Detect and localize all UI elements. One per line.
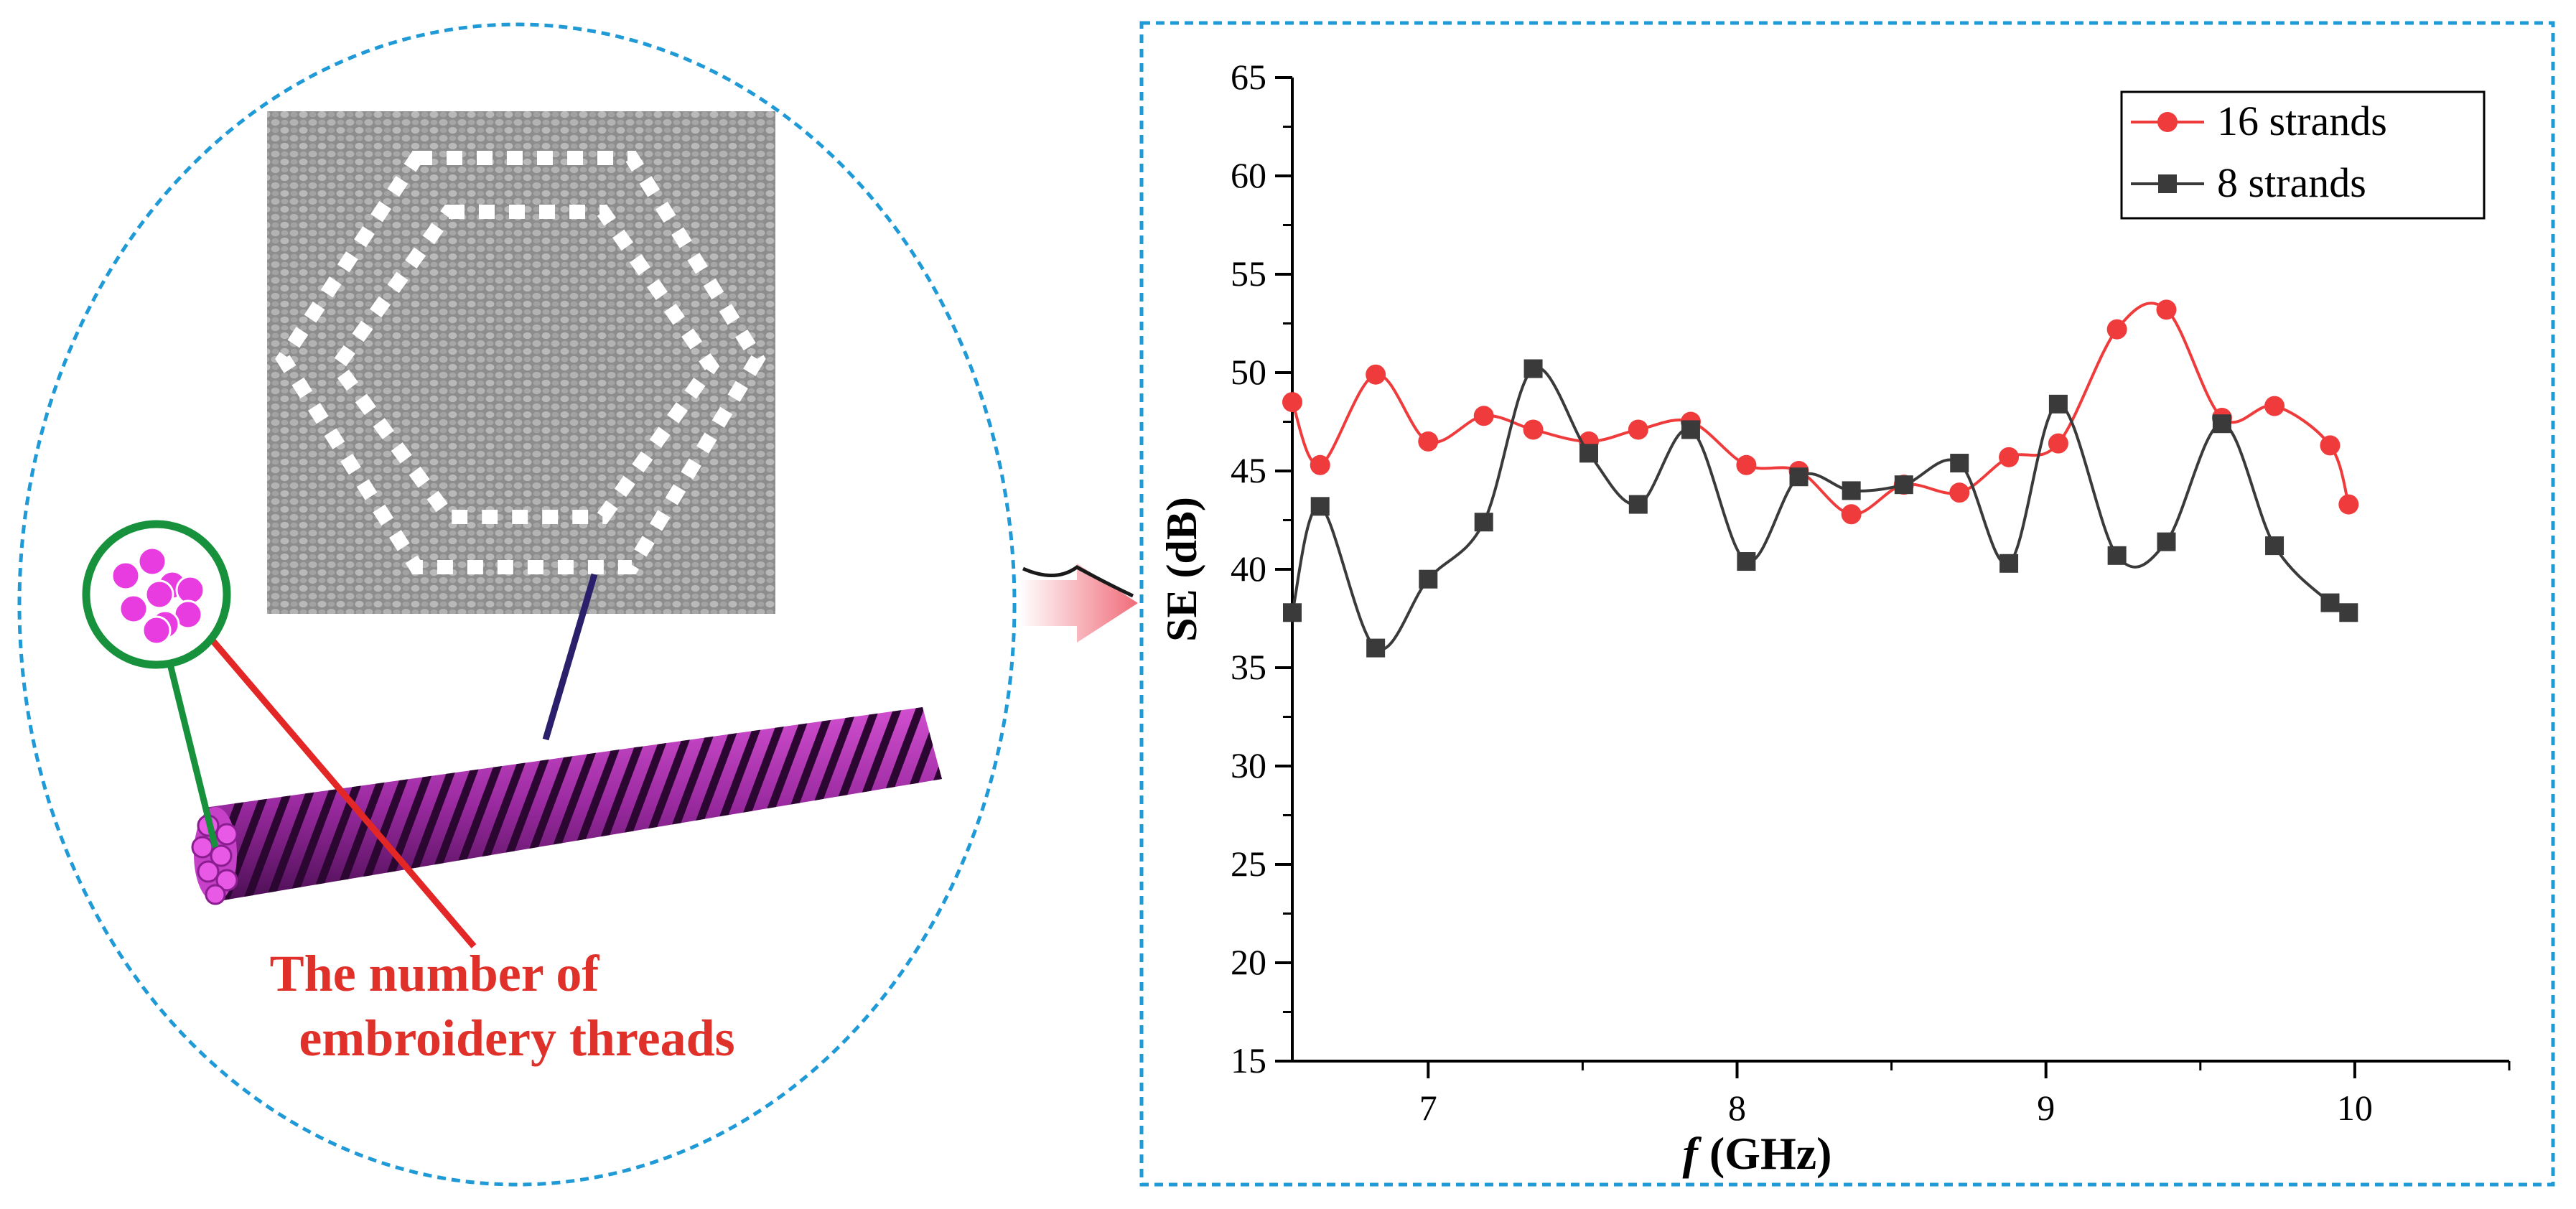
series-8-strands-point xyxy=(1474,513,1493,532)
arrow-shape xyxy=(1019,564,1138,643)
series-8-strands-point xyxy=(2157,532,2176,551)
right-frame xyxy=(1139,21,2555,1187)
series-8-strands-point xyxy=(1681,420,1700,439)
series-16-strands-point xyxy=(1310,454,1330,475)
left-frame-ellipse xyxy=(17,22,1017,1187)
inner-hexagon xyxy=(328,205,720,524)
series-16-strands-point xyxy=(1736,454,1757,475)
y-tick-label: 50 xyxy=(1231,352,1266,392)
y-tick-label: 15 xyxy=(1231,1040,1266,1080)
x-tick-label: 9 xyxy=(2037,1088,2055,1128)
x-tick-label: 7 xyxy=(1419,1088,1437,1128)
legend-16-strands-label: 16 strands xyxy=(2217,98,2387,144)
y-axis-title: SE (dB) xyxy=(1158,497,1205,642)
rope-strand xyxy=(931,707,942,901)
thread-cross-section xyxy=(82,520,231,669)
connector-line-red xyxy=(205,633,477,948)
legend: 16 strands 8 strands xyxy=(2120,90,2486,220)
series-8-strands-point xyxy=(1579,444,1598,463)
hexagon-stitch-outline xyxy=(275,151,766,574)
arrow-curve xyxy=(1022,565,1134,598)
y-tick-label: 45 xyxy=(1231,450,1266,490)
fabric-photo xyxy=(267,111,775,614)
x-tick-label: 8 xyxy=(1728,1088,1746,1128)
series-8-strands-line xyxy=(1291,365,2350,651)
series-8-strands-point xyxy=(1842,481,1861,500)
series-16-strands-point xyxy=(1282,392,1302,413)
series-8-strands-point xyxy=(1628,495,1648,514)
series-16-strands-point xyxy=(1949,482,1970,503)
y-tick-label: 60 xyxy=(1231,155,1266,195)
legend-8-strands-marker xyxy=(2158,174,2177,193)
transition-arrow xyxy=(1019,564,1138,643)
series-8-strands-point xyxy=(1894,475,1913,495)
series-8-strands-point xyxy=(1737,552,1756,571)
series-16-strands-point xyxy=(2320,435,2341,456)
series-8-strands-point xyxy=(1789,467,1809,487)
series-16-strands-point xyxy=(2156,299,2177,320)
series-16-strands-point xyxy=(1999,447,2020,467)
series-16-strands-point xyxy=(1473,406,1494,426)
series-16-strands-point xyxy=(1523,419,1544,440)
connector-line-dark xyxy=(542,573,598,741)
legend-16-strands-marker xyxy=(2157,112,2178,132)
y-tick-label: 20 xyxy=(1231,942,1266,982)
series-16-strands-point xyxy=(1628,419,1648,440)
y-tick-label: 65 xyxy=(1231,57,1266,97)
series-16-strands-point xyxy=(1418,431,1439,452)
series-8-strands-point xyxy=(1419,569,1438,589)
series-8-strands-point xyxy=(2320,593,2340,612)
series-16-strands-point xyxy=(1841,504,1862,525)
series-8-strands-point xyxy=(1950,454,1969,473)
series-8-strands-point xyxy=(1310,497,1330,516)
y-tick-label: 55 xyxy=(1231,253,1266,294)
series-8-strands-point xyxy=(1523,359,1543,378)
series-8-strands-point xyxy=(2107,546,2127,565)
legend-box xyxy=(2120,90,2486,220)
series-8-strands-point xyxy=(2339,603,2358,622)
y-tick-label: 30 xyxy=(1231,745,1266,785)
legend-8-strands-label: 8 strands xyxy=(2217,159,2366,206)
series-8-strands-point xyxy=(1366,638,1386,658)
y-tick-label: 35 xyxy=(1231,647,1266,687)
caption-line-1: The number of xyxy=(270,945,600,1002)
series-8-strands-point xyxy=(2265,536,2285,556)
x-axis-title: f (GHz) xyxy=(1683,1128,1832,1179)
outer-hexagon xyxy=(275,151,766,574)
connector-line-green xyxy=(163,648,219,849)
y-tick-label: 25 xyxy=(1231,844,1266,884)
series-8-strands-point xyxy=(1999,554,2019,573)
rope-end-fibers xyxy=(191,814,238,905)
series-16-strands-point xyxy=(2048,433,2068,454)
series-8-strands-point xyxy=(1283,603,1302,622)
cross-section-fibers xyxy=(111,546,205,645)
series-8-strands-point xyxy=(2048,394,2068,414)
left-panel: The number of embroidery threads xyxy=(17,22,1017,1187)
right-panel: 15 20 25 30 35 40 45 50 55 60 65 7 8 9 10 f (GHz) SE (dB… xyxy=(1139,21,2555,1187)
series-16-strands-point xyxy=(1366,364,1386,385)
series-8-strands-point xyxy=(2212,414,2231,434)
y-tick-label: 40 xyxy=(1231,549,1266,589)
caption-line-2: embroidery threads xyxy=(299,1009,734,1067)
series-16-strands-point xyxy=(2264,396,2285,416)
series-16-strands-point xyxy=(2106,319,2127,340)
twisted-rope xyxy=(191,707,942,905)
x-tick-label: 10 xyxy=(2337,1088,2373,1128)
series-16-strands-point xyxy=(2338,494,2359,515)
se-chart: 15 20 25 30 35 40 45 50 55 60 65 7 8 9 10 f (GHz) SE (dB… xyxy=(1158,57,2511,1179)
